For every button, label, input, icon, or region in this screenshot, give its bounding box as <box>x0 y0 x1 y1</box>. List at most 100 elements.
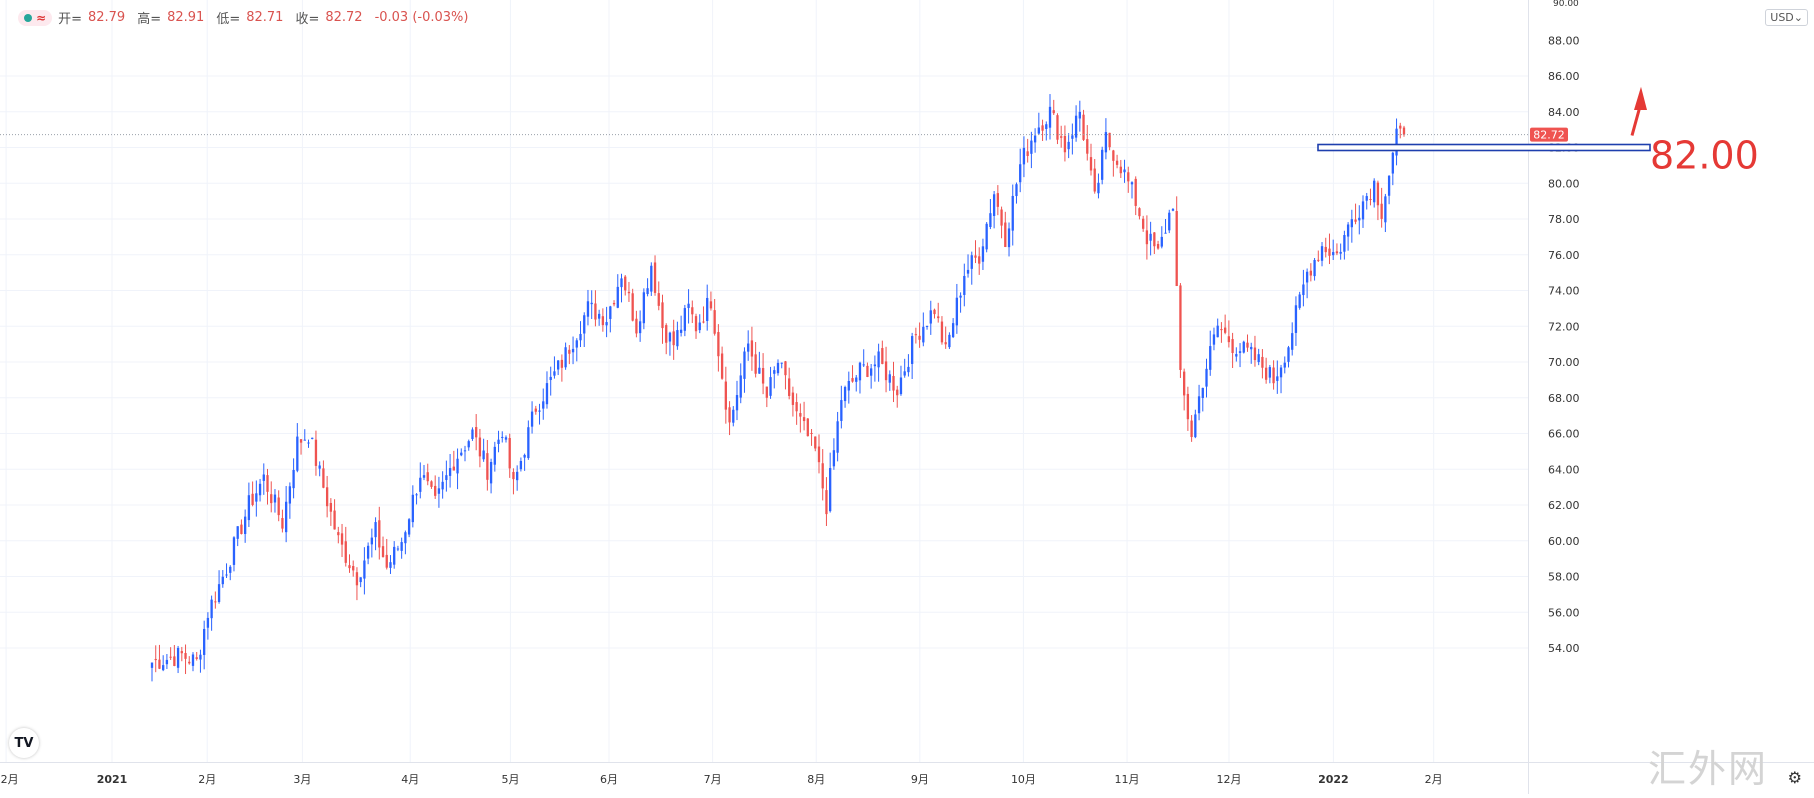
candle-body <box>333 510 336 530</box>
chevron-down-icon: ⌄ <box>1793 11 1803 24</box>
candle-body <box>1052 110 1055 114</box>
candle-body <box>1399 125 1402 129</box>
candle-body <box>1305 271 1309 283</box>
candle-body <box>691 307 694 315</box>
candle-body <box>560 359 564 368</box>
candle-body <box>646 288 649 295</box>
candle-body <box>735 395 739 411</box>
candle-body <box>1220 329 1223 331</box>
candle-body <box>337 532 340 536</box>
candle-body <box>501 436 504 438</box>
candle-body <box>583 315 586 334</box>
y-tick-label: 76.00 <box>1548 249 1580 262</box>
candle-body <box>1104 132 1108 153</box>
candle-body <box>340 533 344 545</box>
candle-body <box>631 293 634 321</box>
candle-body <box>1309 270 1313 276</box>
candle-body <box>322 468 325 488</box>
candle-body <box>1138 208 1141 217</box>
y-tick-label: 72.00 <box>1548 320 1580 333</box>
candle-body <box>1235 354 1238 357</box>
candle-body <box>843 387 847 402</box>
candle-body <box>758 367 761 374</box>
candle-body <box>1373 180 1376 203</box>
candle-body <box>698 322 701 331</box>
candle-body <box>400 542 403 551</box>
candle-body <box>814 436 817 449</box>
candle-body <box>255 493 258 502</box>
candle-body <box>363 560 366 579</box>
gear-icon[interactable]: ⚙ <box>1787 768 1802 787</box>
x-tick-label: 2月 <box>1425 773 1443 786</box>
candle-body <box>1115 160 1119 165</box>
candle-body <box>1238 351 1242 353</box>
candle-body <box>493 446 496 465</box>
candle-body <box>739 375 742 398</box>
candle-body <box>970 255 973 269</box>
symbol-pill[interactable]: ≈ <box>18 9 53 26</box>
candle-body <box>661 302 664 329</box>
candle-body <box>840 400 843 421</box>
candle-body <box>1186 393 1190 420</box>
candle-body <box>612 302 616 305</box>
candle-body <box>288 486 292 504</box>
candle-body <box>624 276 627 291</box>
currency-selector[interactable]: USD⌄ <box>1765 9 1808 26</box>
candle-body <box>776 362 780 374</box>
candle-body <box>1108 132 1111 148</box>
candle-body <box>724 381 727 410</box>
candle-body <box>203 628 206 655</box>
candle-body <box>1156 243 1160 249</box>
candle-body <box>851 378 854 382</box>
candle-body <box>1149 233 1152 241</box>
candle-body <box>422 475 426 478</box>
candle-body <box>1007 228 1011 248</box>
candle-body <box>1387 175 1391 196</box>
y-tick-label: 74.00 <box>1548 285 1580 298</box>
candle-body <box>877 351 880 368</box>
candle-body <box>463 450 467 452</box>
tradingview-logo[interactable]: TV <box>9 728 39 758</box>
candle-body <box>922 326 925 343</box>
candle-body <box>1339 251 1342 254</box>
candle-body <box>1354 219 1357 222</box>
candle-body <box>407 519 411 535</box>
candle-body <box>325 487 329 507</box>
open-label: 开= <box>58 12 82 27</box>
candle-body <box>1361 201 1365 220</box>
x-tick-label: 7月 <box>704 773 722 786</box>
candle-body <box>713 310 716 334</box>
candle-body <box>527 427 530 459</box>
y-tick-label: 54.00 <box>1548 642 1580 655</box>
candle-body <box>910 336 914 364</box>
candle-body <box>862 364 865 366</box>
candle-body <box>281 518 284 529</box>
candle-body <box>1283 362 1286 368</box>
candle-body <box>217 584 221 602</box>
candle-body <box>344 541 347 563</box>
x-tick-label: 12月 <box>0 773 19 786</box>
candle-body <box>1127 172 1130 182</box>
candle-body <box>150 662 154 668</box>
candle-body <box>437 488 441 494</box>
candle-body <box>1015 184 1018 197</box>
candle-body <box>575 340 578 348</box>
candle-body <box>1294 305 1298 333</box>
candle-body <box>434 485 437 496</box>
change-value: -0.03 (-0.03%) <box>374 10 469 25</box>
candle-body <box>1246 342 1249 348</box>
y-tick-label: 88.00 <box>1548 34 1580 47</box>
candle-body <box>896 389 899 396</box>
y-tick-label: 80.00 <box>1548 177 1580 190</box>
candle-body <box>404 532 407 544</box>
candle-body <box>273 494 277 503</box>
candle-body <box>903 371 906 376</box>
candle-body <box>996 193 1000 207</box>
candle-body <box>1376 182 1380 206</box>
candle-body <box>959 295 962 298</box>
candle-body <box>1037 127 1040 134</box>
candle-body <box>262 474 265 481</box>
candle-body <box>1250 346 1253 350</box>
